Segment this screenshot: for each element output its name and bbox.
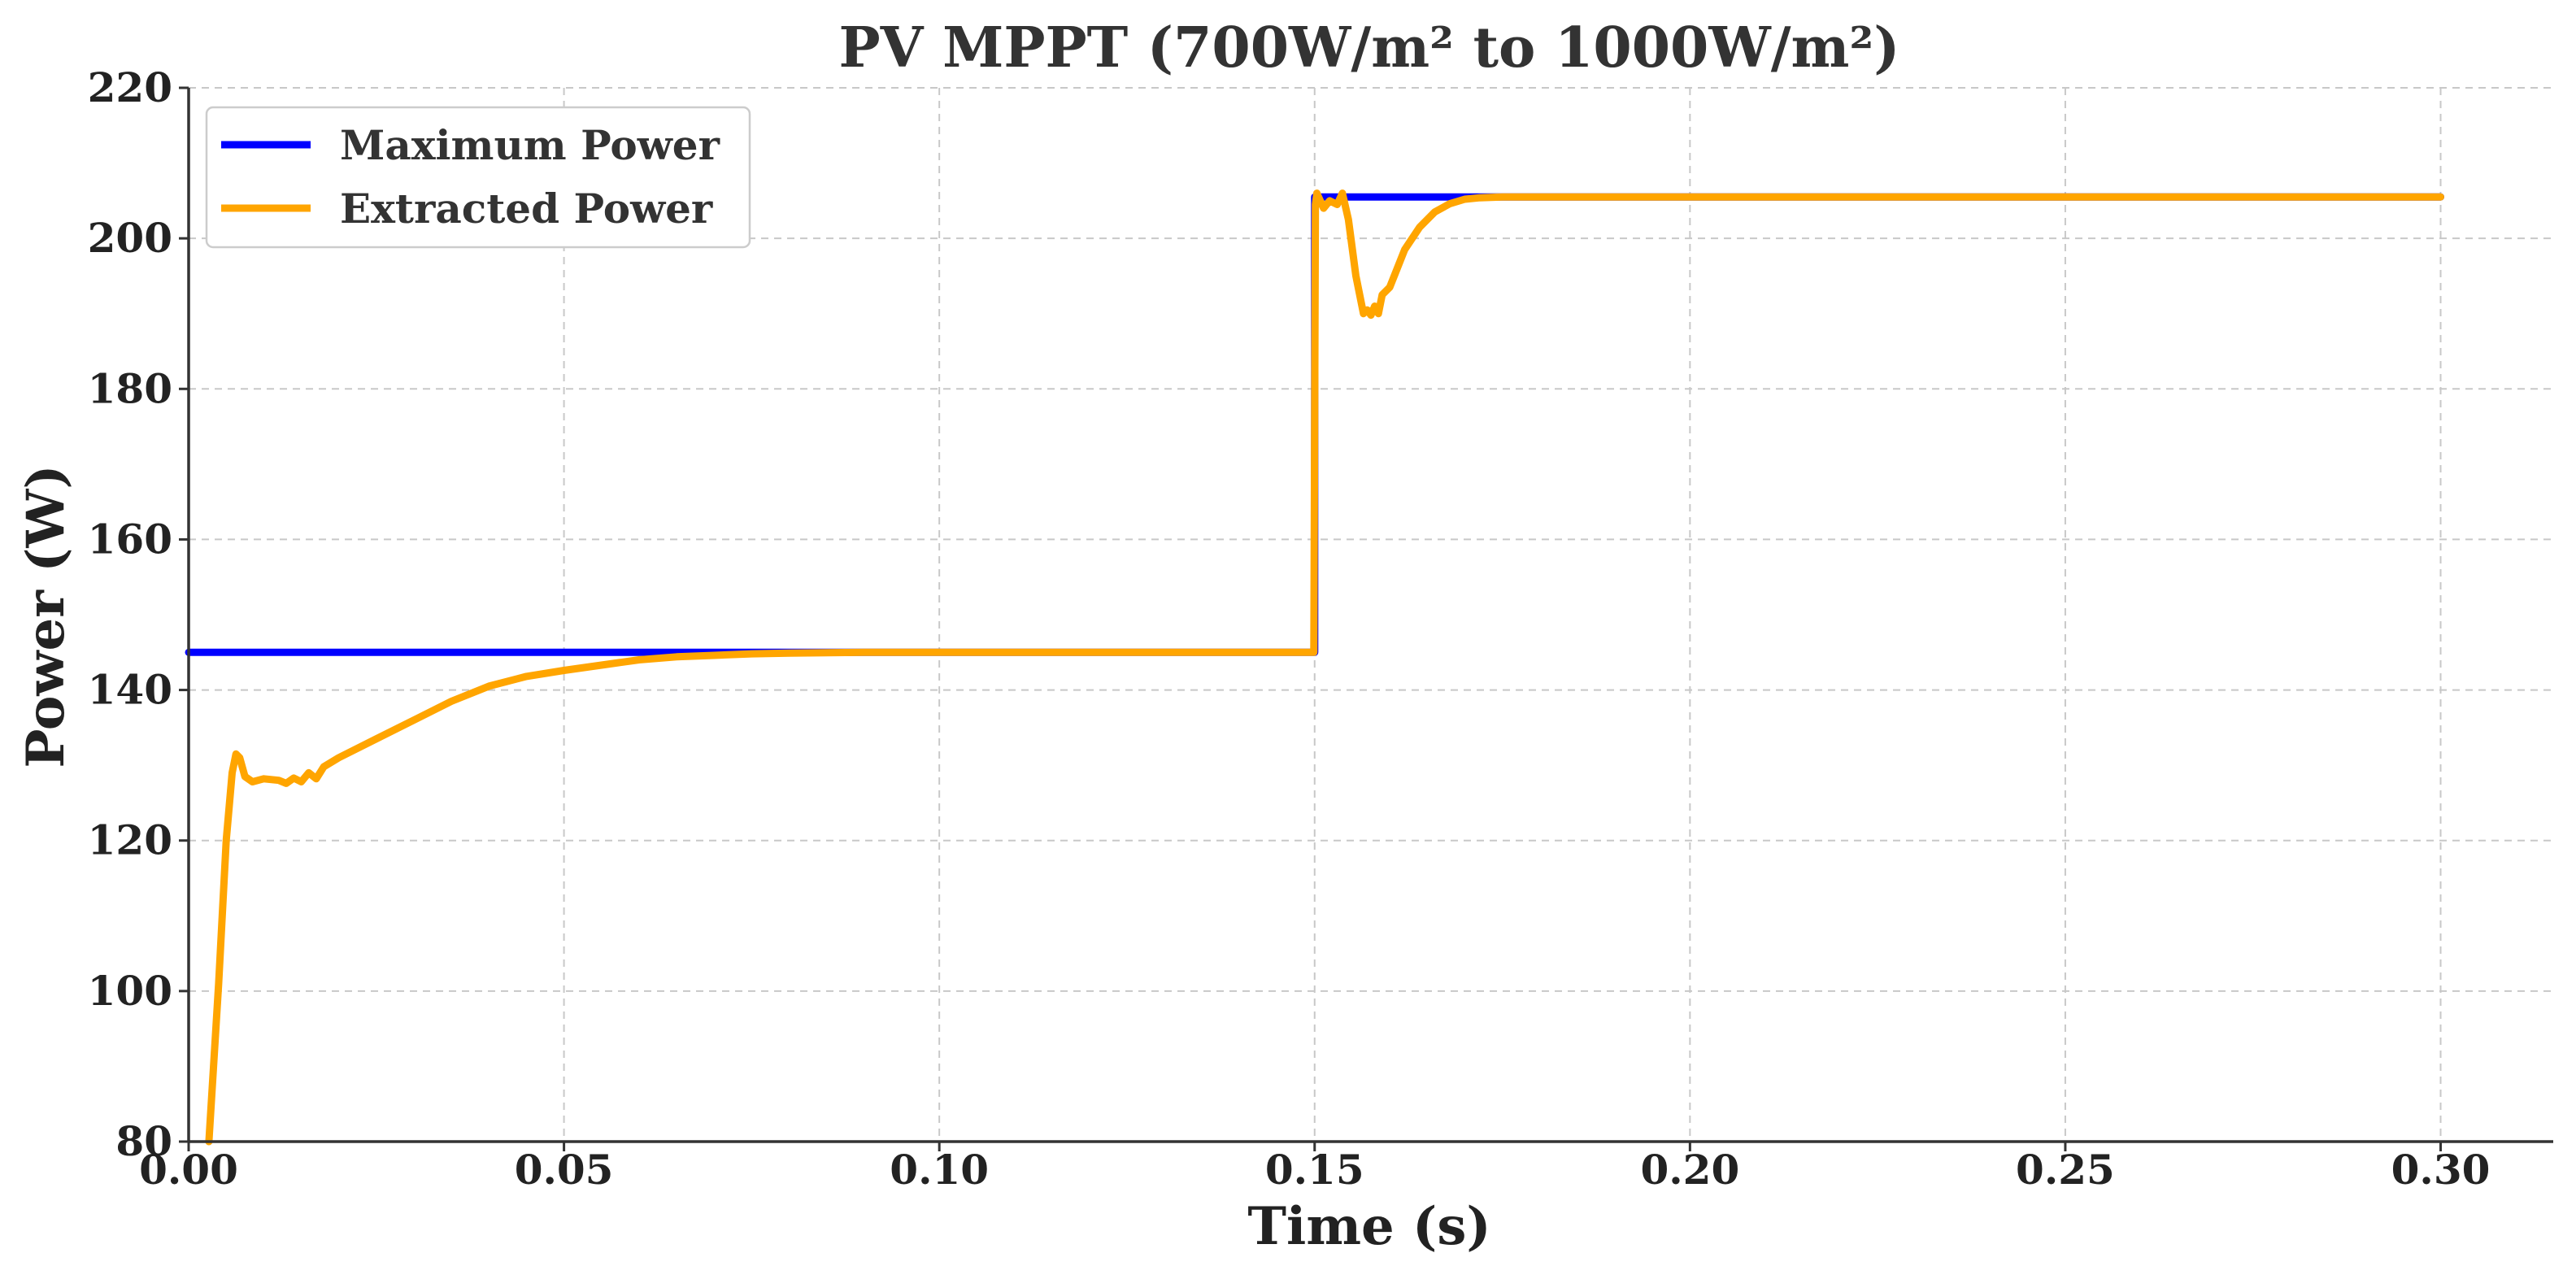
tick-labels: 0.00 0.05 0.10 0.15 0.20 0.25 0.30 80 100 120 140 1… <box>88 63 2491 1194</box>
x-tick-label: 0.30 <box>2391 1146 2491 1194</box>
y-tick-label: 120 <box>88 816 172 864</box>
y-tick-label: 220 <box>88 63 172 111</box>
x-tick-label: 0.15 <box>1265 1146 1364 1194</box>
x-axis-label: Time (s) <box>1247 1196 1490 1257</box>
legend-box <box>205 106 751 249</box>
series-line-extracted-power <box>205 189 2444 1146</box>
y-tick-label: 80 <box>115 1117 172 1165</box>
y-tick-label: 100 <box>88 967 172 1015</box>
x-tick-label: 0.10 <box>890 1146 989 1194</box>
chart-title: PV MPPT (700W/m² to 1000W/m²) <box>839 15 1900 80</box>
x-tick-label: 0.05 <box>515 1146 614 1194</box>
x-tick-label: 0.00 <box>139 1146 238 1194</box>
y-tick-label: 160 <box>88 515 172 563</box>
y-tick-label: 180 <box>88 364 172 412</box>
y-axis-label: Power (W) <box>15 464 76 768</box>
legend: Maximum Power Extracted Power <box>205 106 751 249</box>
x-tick-label: 0.20 <box>1640 1146 1739 1194</box>
legend-label-extracted-power: Extracted Power <box>340 185 713 233</box>
grid <box>189 87 2553 1142</box>
y-tick-label: 200 <box>88 214 172 262</box>
x-tick-label: 0.25 <box>2016 1146 2115 1194</box>
y-tick-label: 140 <box>88 666 172 714</box>
legend-label-maximum-power: Maximum Power <box>340 121 720 169</box>
axes <box>179 86 2553 1151</box>
series-lines <box>185 189 2444 1146</box>
